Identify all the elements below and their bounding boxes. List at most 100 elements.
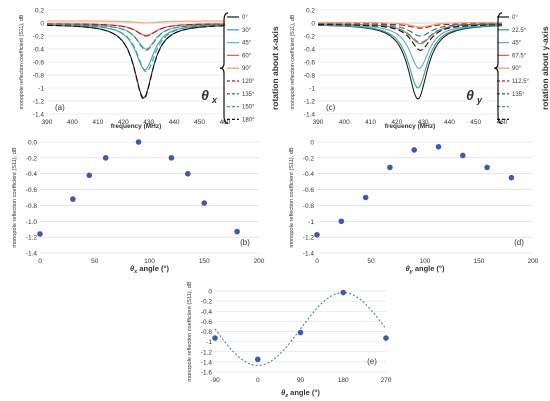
- y-tick-label: -1.4: [26, 251, 38, 258]
- x-tick-label: 420: [391, 119, 402, 126]
- legend-label: 135°: [242, 92, 255, 98]
- legend-label: 22.5°: [512, 28, 527, 34]
- y-tick-label: 0.2: [35, 8, 44, 15]
- x-axis-label: frequency (MHz): [385, 123, 436, 130]
- series-line: [46, 24, 226, 100]
- x-tick-label: 460: [497, 119, 508, 126]
- y-axis-label: monopole reflection coefficient (S11), d…: [19, 14, 25, 109]
- y-axis-label: monopole reflection coefficient (S11), d…: [187, 281, 193, 381]
- y-tick-label: -0.8: [303, 203, 315, 210]
- panel-e: 0 -0.2 -0.4 -0.6 -0.8 -1 -1.2 -1.4 -1.6-90 0 90 180…: [187, 281, 392, 399]
- y-tick-label: -0.8: [304, 73, 316, 80]
- panel-d: 0-0.2-0.4-0.6-0.8-1-1.2-1.40 50 100 150 200θ…: [289, 140, 539, 276]
- y-axis-label: monopole reflection coefficient (S11), d…: [12, 147, 18, 247]
- x-tick-label: 440: [169, 119, 180, 126]
- data-point: [201, 200, 208, 206]
- y-tick-label: -0.2: [201, 299, 213, 306]
- legend-label: 90°: [512, 66, 522, 72]
- y-tick-label: 0: [311, 21, 315, 28]
- legend-label: 120°: [242, 79, 255, 85]
- x-axis-label: θx angle (°): [130, 264, 170, 275]
- data-point: [135, 139, 142, 145]
- data-point: [234, 228, 240, 235]
- legend-label: 150°: [242, 105, 255, 111]
- x-tick-label: 410: [365, 119, 376, 126]
- x-tick-label: 100: [144, 258, 155, 265]
- x-tick-label: 440: [444, 119, 455, 126]
- x-tick-label: 390: [42, 119, 53, 126]
- data-point: [70, 196, 76, 202]
- legend-label: 0°: [242, 15, 248, 21]
- data-point: [411, 147, 418, 153]
- rotation-axis-label: rotation about y-axis: [540, 26, 550, 110]
- x-tick-label: 450: [470, 119, 481, 126]
- series-line: [46, 23, 225, 37]
- series-line: [318, 23, 502, 44]
- x-tick-label: 410: [92, 119, 103, 126]
- legend-label: 90°: [242, 66, 252, 72]
- x-tick-label: 400: [67, 119, 78, 126]
- x-axis-label: frequency (MHz): [111, 123, 162, 130]
- legend-brace: [493, 12, 503, 124]
- x-axis-label-sub: x: [133, 269, 138, 275]
- data-point: [484, 164, 490, 171]
- theta-subscript: x: [211, 95, 218, 105]
- y-axis-label: monopole reflection coefficient (S11), d…: [290, 14, 296, 109]
- x-axis-label-symbol: θ: [281, 388, 286, 397]
- legend-label: 112.5°: [512, 79, 530, 85]
- data-point: [185, 170, 191, 177]
- x-tick-label: 150: [474, 258, 485, 265]
- panel-label: (e): [367, 357, 377, 366]
- x-tick-label: 0: [315, 258, 319, 265]
- y-tick-label: -0.4: [26, 171, 38, 178]
- data-point: [460, 152, 466, 159]
- y-tick-label: -0.6: [303, 187, 315, 194]
- data-point: [387, 164, 393, 171]
- y-tick-label: -0.4: [201, 309, 213, 316]
- theta-label: θ: [201, 87, 209, 103]
- data-point: [338, 218, 345, 225]
- y-tick-label: -0.2: [26, 155, 38, 162]
- y-tick-label: -1.0: [26, 219, 38, 226]
- panel-label: (d): [514, 238, 524, 247]
- x-axis-label-symbol: θ: [405, 264, 410, 273]
- x-tick-label: 200: [528, 258, 539, 265]
- y-tick-label: -0.6: [33, 60, 45, 67]
- x-tick-label: 390: [313, 119, 324, 126]
- x-axis-label-text: angle (°): [137, 264, 169, 273]
- x-axis-label: θy angle (°): [405, 264, 445, 275]
- x-tick-label: 430: [143, 119, 154, 126]
- y-tick-label: -0.6: [304, 60, 316, 67]
- panel-label: (a): [55, 103, 65, 112]
- data-point: [212, 335, 218, 341]
- y-tick-label: -1.2: [303, 235, 315, 242]
- series-line: [47, 24, 225, 73]
- data-point: [362, 194, 369, 201]
- legend-label: 135°: [512, 92, 525, 98]
- y-tick-label: -1.4: [304, 112, 316, 119]
- x-axis-label-text: angle (°): [288, 388, 320, 397]
- y-tick-label: -0.2: [304, 34, 316, 41]
- x-axis-label-text: angle (°): [413, 264, 445, 273]
- y-tick-label: 0.0: [28, 140, 37, 147]
- data-point: [383, 335, 389, 341]
- x-tick-label: 50: [367, 258, 375, 265]
- data-point: [37, 231, 43, 237]
- y-tick-label: 0.2: [306, 8, 315, 15]
- legend-label: 60°: [242, 53, 252, 59]
- x-tick-label: 420: [118, 119, 129, 126]
- legend-label: 180°: [242, 117, 255, 123]
- data-point: [297, 329, 304, 336]
- y-tick-label: -1: [308, 219, 314, 226]
- rotation-axis-label: rotation about x-axis: [270, 26, 280, 110]
- legend-label: 67.5°: [512, 53, 527, 59]
- y-tick-label: -1.2: [304, 99, 316, 106]
- y-tick-label: -0.8: [201, 329, 213, 336]
- series-line: [47, 20, 225, 24]
- x-axis-label-sub: y: [409, 269, 414, 275]
- fit-curve: [214, 292, 387, 366]
- data-point: [102, 155, 109, 161]
- x-tick-label: 90: [297, 377, 305, 384]
- y-tick-label: -0.2: [33, 34, 45, 41]
